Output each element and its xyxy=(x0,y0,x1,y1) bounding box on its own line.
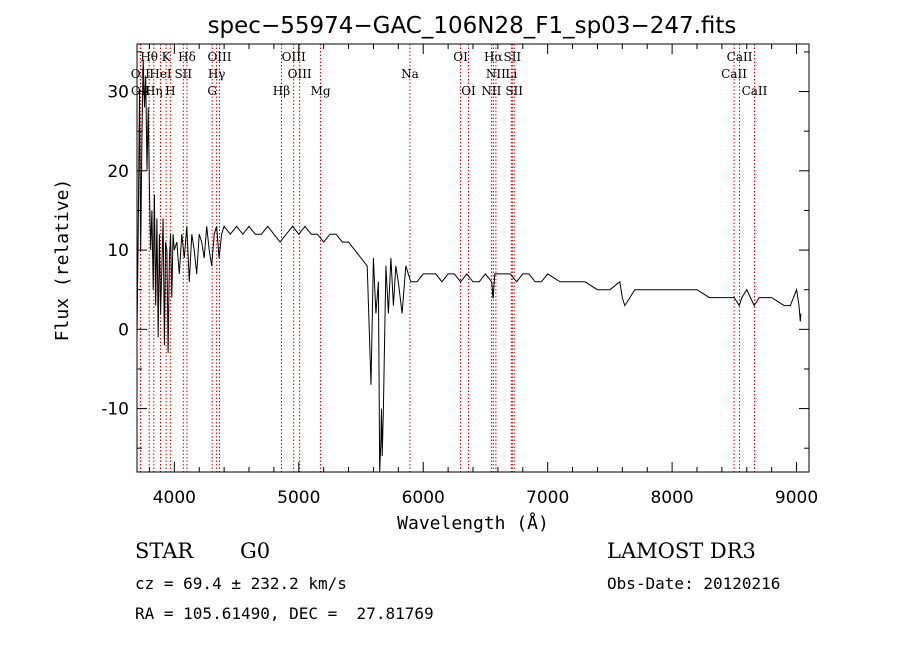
spectral-line-label: Li xyxy=(505,67,517,81)
object-class: STAR xyxy=(135,539,194,563)
spectral-line-label: SII xyxy=(505,84,523,98)
spectral-line-label: Hη xyxy=(145,84,163,98)
spectral-line-label: CaII xyxy=(721,67,747,81)
spectral-line-label: Hβ xyxy=(273,84,290,98)
spectral-line-label: HeI xyxy=(149,67,172,81)
y-tick-label: 0 xyxy=(118,320,129,340)
spectral-line-label: Na xyxy=(401,67,419,81)
spectral-line-label: OIII xyxy=(288,67,312,81)
redshift-velocity: cz = 69.4 ± 232.2 km/s xyxy=(135,574,347,593)
spectral-line-label: CaII xyxy=(742,84,768,98)
x-tick-label: 5000 xyxy=(277,488,320,508)
chart-title: spec−55974−GAC_106N28_F1_sp03−247.fits xyxy=(208,13,737,39)
spectral-line-label: SII xyxy=(503,50,521,64)
survey-name: LAMOST DR3 xyxy=(607,539,756,563)
spectrum-chart: spec−55974−GAC_106N28_F1_sp03−247.fits H… xyxy=(52,13,818,534)
plot-frame xyxy=(136,43,810,473)
x-tick-label: 6000 xyxy=(402,488,445,508)
y-tick-label: -10 xyxy=(101,400,129,420)
y-axis-label: Flux (relative) xyxy=(52,179,73,342)
spectral-line-label: Hθ xyxy=(140,50,158,64)
spectral-line-label: CaII xyxy=(727,50,753,64)
spectral-line-label: OI xyxy=(453,50,468,64)
y-tick-label: 20 xyxy=(107,162,129,182)
x-tick-label: 7000 xyxy=(526,488,569,508)
spectral-line-label: OIII xyxy=(207,50,231,64)
spectral-line-label: K xyxy=(162,50,172,64)
x-tick-label: 4000 xyxy=(153,488,196,508)
spectral-line-label: Hα xyxy=(484,50,503,64)
y-tick-label: 30 xyxy=(107,83,129,103)
spectral-line-label: Mg xyxy=(311,84,331,98)
x-axis-ticks: 4000 5000 6000 7000 8000 9000 xyxy=(148,44,818,508)
spectral-line-label: G xyxy=(207,84,217,98)
spectral-line-label: OI xyxy=(461,84,476,98)
spectral-line-label: H xyxy=(165,84,175,98)
spectral-line-label: SII xyxy=(174,67,192,81)
x-axis-label: Wavelength (Å) xyxy=(397,512,549,534)
spectral-line-label: NII xyxy=(486,67,506,81)
observation-date: Obs-Date: 20120216 xyxy=(607,574,781,593)
x-tick-label: 9000 xyxy=(775,488,818,508)
spectral-line-label: NII xyxy=(481,84,501,98)
object-subclass: G0 xyxy=(240,539,271,563)
x-tick-label: 8000 xyxy=(650,488,693,508)
y-axis-ticks: -10 0 10 20 30 xyxy=(101,51,809,449)
spectral-line-label: Hδ xyxy=(178,50,196,64)
spectral-line-markers xyxy=(139,44,755,472)
spectral-line-label: OIII xyxy=(282,50,306,64)
flux-series-line xyxy=(136,59,802,473)
coordinates: RA = 105.61490, DEC = 27.81769 xyxy=(135,604,434,623)
y-tick-label: 10 xyxy=(107,241,129,261)
spectral-line-label: OII xyxy=(131,67,151,81)
spectral-line-label: Hγ xyxy=(208,67,226,81)
